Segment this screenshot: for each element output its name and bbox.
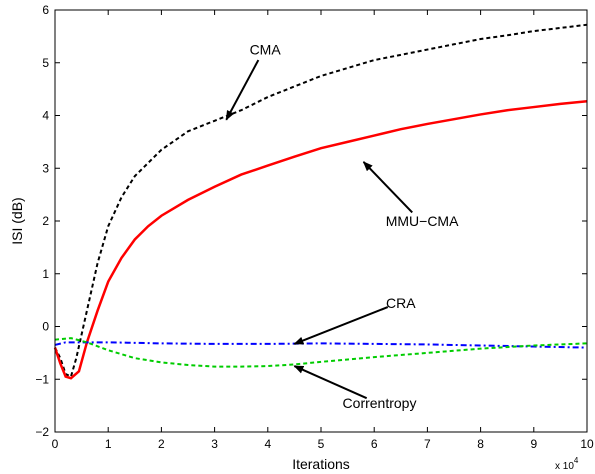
annotation-label: Correntropy xyxy=(343,395,417,411)
x-tick-label: 3 xyxy=(211,437,218,451)
x-ticks: 0 1 2 3 4 5 6 7 8 9 10 xyxy=(52,10,594,451)
x-scale-base: x 10 xyxy=(555,461,574,472)
x-tick-label: 5 xyxy=(318,437,325,451)
x-tick-label: 8 xyxy=(477,437,484,451)
y-tick-label: 5 xyxy=(42,56,49,70)
annotation-layer: CMA MMU−CMA CRA Correntropy xyxy=(225,42,459,411)
series-line-cra xyxy=(54,341,588,349)
y-tick-label: 2 xyxy=(42,214,49,228)
annotation-label: CMA xyxy=(250,42,282,58)
series-line-correntropy xyxy=(54,337,588,368)
y-tick-label: −2 xyxy=(35,425,49,439)
y-tick-label: 1 xyxy=(42,267,49,281)
y-tick-label: 6 xyxy=(42,3,49,17)
series-line-cma xyxy=(54,23,588,379)
x-scale-exponent: 4 xyxy=(574,456,579,465)
x-tick-label: 7 xyxy=(424,437,431,451)
x-tick-label: 2 xyxy=(158,437,165,451)
y-tick-label: 3 xyxy=(42,161,49,175)
x-tick-label: 1 xyxy=(105,437,112,451)
annotation-arrow xyxy=(293,306,389,345)
y-ticks: −2 −1 0 1 2 3 4 5 6 xyxy=(35,3,587,439)
x-axis-label: Iterations xyxy=(292,456,350,472)
series-line-mmu-cma xyxy=(53,100,588,380)
y-tick-label: 4 xyxy=(42,109,49,123)
annotation-arrow xyxy=(225,59,260,121)
y-axis-label: ISI (dB) xyxy=(9,197,25,244)
y-tick-label: −1 xyxy=(35,372,49,386)
annotation-arrow xyxy=(293,365,368,400)
x-tick-label: 9 xyxy=(530,437,537,451)
annotation-arrow xyxy=(362,161,413,214)
plot-area xyxy=(55,10,587,432)
series-layer xyxy=(53,23,588,380)
x-tick-label: 10 xyxy=(580,437,594,451)
x-tick-label: 6 xyxy=(371,437,378,451)
annotation-label: MMU−CMA xyxy=(386,213,459,229)
x-tick-label: 4 xyxy=(264,437,271,451)
x-scale-multiplier: x 104 xyxy=(555,456,579,472)
x-tick-label: 0 xyxy=(52,437,59,451)
annotation-label: CRA xyxy=(386,295,416,311)
y-tick-label: 0 xyxy=(42,320,49,334)
